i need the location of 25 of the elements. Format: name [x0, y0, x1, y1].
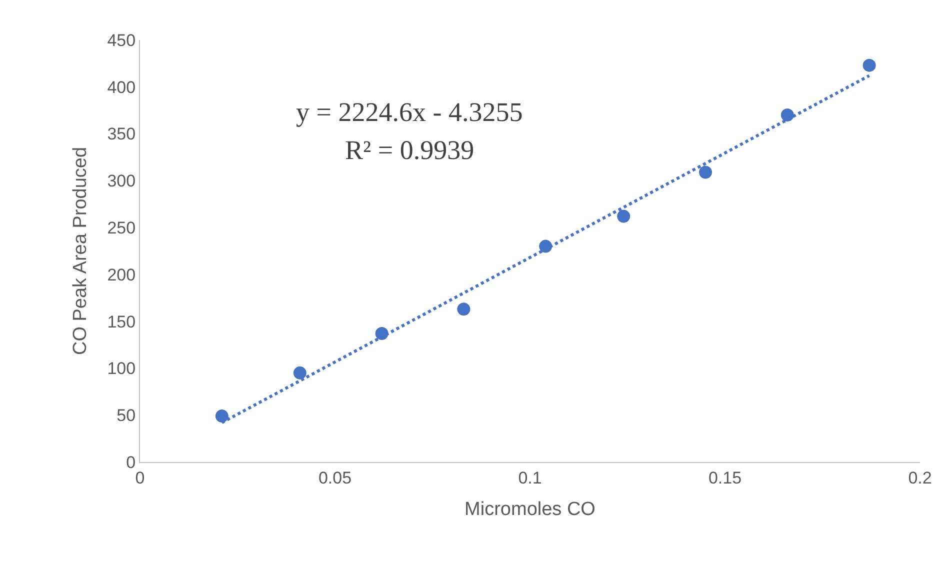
x-tick-label: 0.05	[318, 468, 352, 488]
point	[457, 302, 470, 316]
y-tick-label: 150	[107, 312, 136, 332]
y-axis-title: CO Peak Area Produced	[70, 146, 92, 356]
x-tick-label: 0.2	[908, 468, 932, 488]
y-tick-label: 350	[107, 124, 136, 144]
y-tick-label: 250	[107, 218, 136, 238]
y-tick-label: 300	[107, 172, 136, 191]
y-tick-label: 200	[107, 265, 136, 284]
point	[780, 108, 794, 122]
point	[617, 210, 630, 223]
annotation: R² = 0.9939	[345, 135, 474, 165]
x-tick-label: 0.1	[518, 468, 542, 488]
point	[215, 410, 228, 423]
y-tick-label: 450	[107, 30, 136, 50]
y-tick-label: 100	[107, 359, 136, 378]
point	[862, 58, 876, 72]
y-tick-label: 400	[107, 78, 136, 97]
point	[293, 366, 306, 380]
x-axis-title: Micromoles CO	[464, 499, 596, 520]
annotation: y = 2224.6x - 4.3255	[296, 97, 523, 127]
x-tick-label: 0.15	[708, 468, 742, 488]
y-tick-label: 50	[116, 406, 136, 426]
point	[699, 166, 712, 179]
y-tick-label: 0	[126, 452, 136, 472]
